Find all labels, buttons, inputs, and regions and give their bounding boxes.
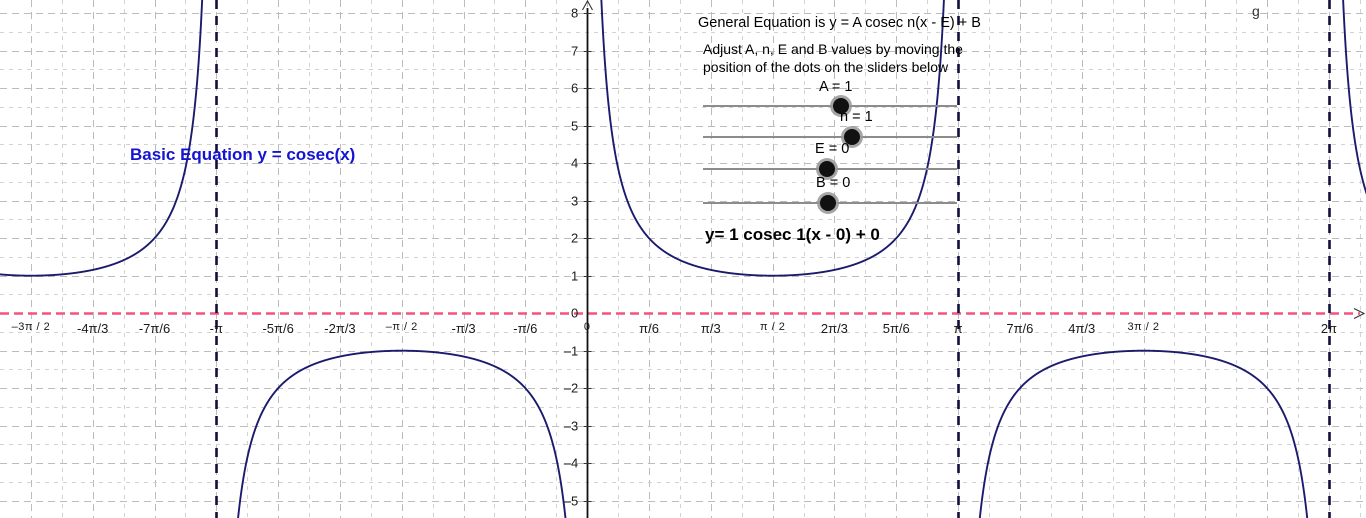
x-axis-tick-label: π / 2 [759,321,786,334]
x-axis-tick-label: 0 [583,321,591,334]
y-axis-tick-label: 3 [570,193,579,209]
x-axis-tick-label: -π/3 [451,321,476,337]
slider-track-A[interactable] [703,105,957,107]
x-axis-tick-label: –3π / 2 [11,321,51,334]
general-equation-label: General Equation is y = A cosec n(x - E)… [698,15,981,31]
y-axis-tick-label: 8 [570,5,579,21]
slider-knob-A[interactable] [832,98,849,114]
x-axis-tick-label: -π [209,321,223,337]
x-axis-tick-label: -4π/3 [76,321,109,337]
result-equation-label: y= 1 cosec 1(x - 0) + 0 [705,225,880,244]
slider-B[interactable] [703,194,957,212]
slider-A[interactable] [703,97,957,115]
x-axis-tick-label: -2π/3 [324,321,356,337]
y-axis-tick-label: –1 [563,343,579,359]
y-axis-tick-label: –2 [563,380,579,396]
y-axis-tick-label: 7 [570,43,579,59]
y-axis-tick-label: 0 [570,305,579,321]
slider-value-label-A: A = 1 [819,79,853,95]
slider-track-n[interactable] [703,136,957,138]
x-axis-tick-label: -5π/6 [262,321,294,337]
tick-marks-layer [583,13,592,502]
x-axis-tick-label: 4π/3 [1068,321,1096,337]
x-axis-tick-label: 2π/3 [820,321,848,337]
asymptote-layer [215,0,1331,518]
x-axis-tick-label: 2π [1320,321,1338,337]
y-axis-tick-label: –4 [563,455,579,471]
x-axis-tick-label: 7π/6 [1006,321,1034,337]
y-axis-tick-label: 4 [570,155,579,171]
slider-value-label-B: B = 0 [816,175,851,191]
function-tag-g: g [1252,3,1260,19]
x-axis-tick-label: 3π / 2 [1127,321,1160,334]
slider-knob-B[interactable] [819,195,836,211]
slider-n[interactable] [703,128,957,146]
y-axis-tick-label: 5 [570,118,579,134]
x-axis-tick-label: 5π/6 [882,321,910,337]
x-axis-tick-label: –π / 2 [385,321,418,334]
slider-value-label-n: n = 1 [840,109,873,125]
x-axis-tick-label: -7π/6 [138,321,171,337]
instruction-line-2: position of the dots on the sliders belo… [703,59,949,75]
x-axis-tick-label: π/3 [700,321,721,337]
instruction-line-1: Adjust A, n, E and B values by moving th… [703,41,963,57]
y-axis-tick-label: –5 [563,493,579,509]
x-axis-tick-label: -π/6 [513,321,538,337]
slider-value-label-E: E = 0 [815,141,850,157]
basic-equation-label: Basic Equation y = cosec(x) [130,145,356,164]
x-axis-tick-label: π [953,321,963,337]
y-axis-tick-label: 1 [570,268,579,284]
y-axis-tick-label: –3 [563,418,579,434]
slider-knob-E[interactable] [818,161,835,177]
y-axis-tick-label: 2 [570,230,579,246]
x-axis-tick-label: π/6 [639,321,659,337]
slider-knob-n[interactable] [844,129,861,145]
slider-E[interactable] [703,160,957,178]
y-axis-tick-label: 6 [570,80,579,96]
